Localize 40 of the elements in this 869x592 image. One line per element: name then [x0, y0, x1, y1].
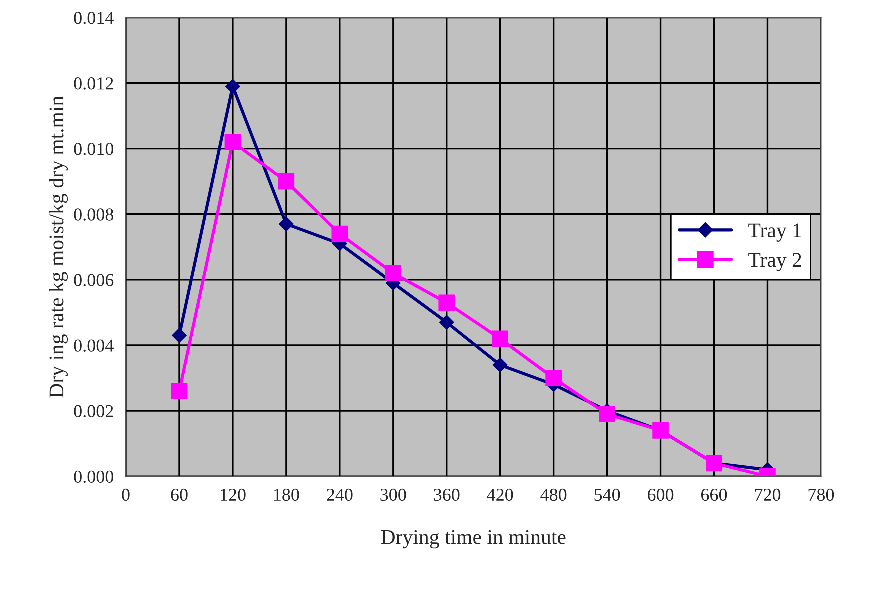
point [438, 294, 456, 312]
point [332, 226, 348, 242]
x-tick-label: 180 [274, 488, 300, 502]
point [172, 328, 187, 344]
x-tick-label: 120 [221, 488, 246, 502]
x-tick-label: 780 [808, 488, 834, 502]
y-tick-label: 0.010 [74, 143, 114, 156]
point [279, 216, 294, 232]
x-axis-title: Drying time in minute [381, 530, 566, 549]
x-tick-label: 0 [122, 488, 130, 502]
y-tick-label: 0.006 [74, 274, 114, 286]
point [492, 330, 508, 348]
point [492, 358, 508, 373]
x-tick-label: 540 [594, 488, 620, 502]
point [439, 315, 454, 330]
x-tick-label: 600 [648, 488, 674, 502]
y-tick-label: 0.000 [74, 470, 114, 484]
legend-label: Tray 2 [748, 253, 802, 272]
y-tick-label: 0.004 [74, 340, 114, 352]
x-tick-label: 420 [487, 488, 514, 502]
x-tick-label: 720 [755, 488, 781, 502]
y-tick-label: 0.002 [74, 405, 114, 418]
x-tick-label: 660 [701, 488, 728, 502]
y-tick-label: 0.012 [74, 78, 114, 90]
point [599, 406, 616, 422]
point [546, 370, 562, 386]
y-axis-title: Dry ing rate kg moist/kg dry mt.min [49, 96, 68, 398]
x-tick-label: 300 [380, 488, 406, 502]
point [224, 134, 242, 150]
x-tick-label: 360 [434, 488, 460, 502]
legend-label: Tray 1 [748, 224, 802, 242]
y-tick-label: 0.008 [74, 208, 114, 221]
y-tick-label: 0.014 [74, 12, 114, 24]
x-tick-label: 240 [327, 488, 353, 502]
x-tick-label: 480 [540, 488, 567, 502]
x-tick-label: 60 [171, 488, 188, 502]
point [171, 383, 188, 400]
point [385, 265, 402, 282]
point [226, 79, 240, 94]
point [278, 173, 295, 190]
